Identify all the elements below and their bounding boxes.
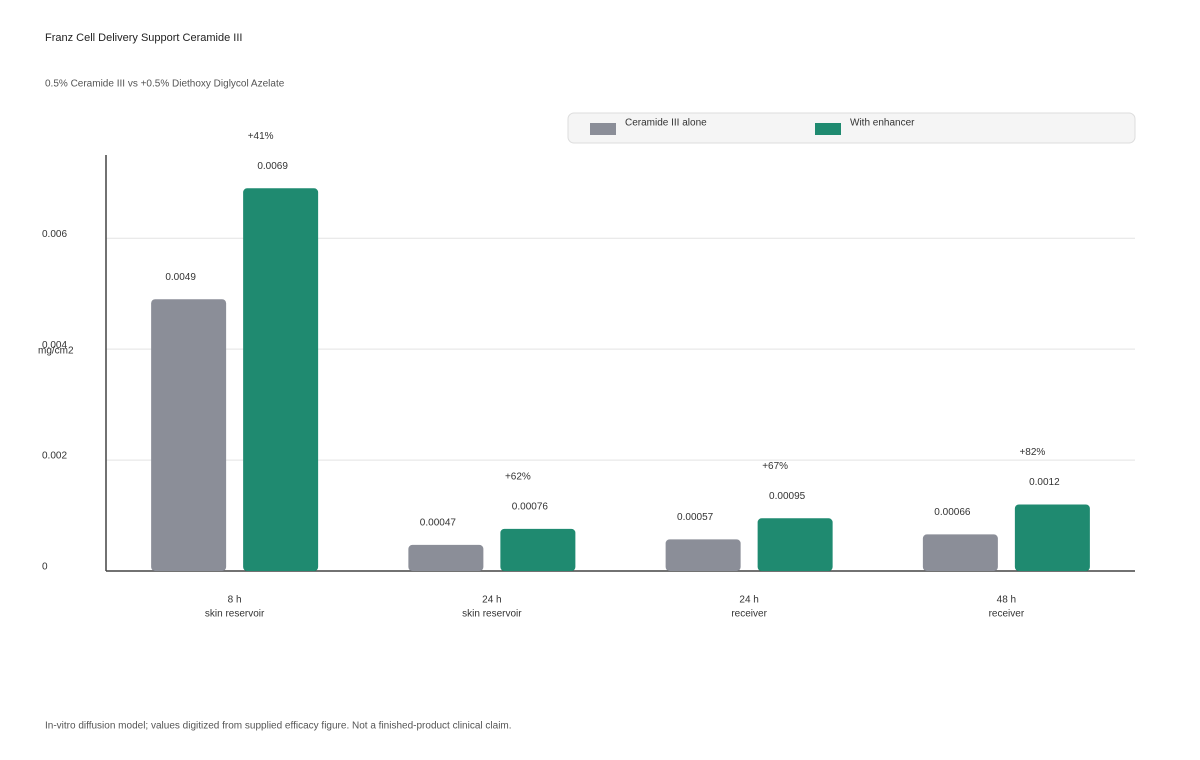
x-tick-label: skin reservoir	[205, 609, 265, 620]
legend-box	[567, 112, 1136, 144]
value-label: 0.00047	[420, 518, 457, 529]
legend-label: With enhancer	[850, 118, 915, 129]
legend-label: Ceramide III alone	[625, 118, 707, 129]
value-label: 0.00076	[512, 501, 549, 512]
x-tick-label: receiver	[731, 609, 767, 620]
value-label: 0.0069	[257, 161, 288, 172]
x-tick-label: skin reservoir	[462, 609, 522, 620]
bar	[500, 528, 576, 571]
y-tick-label: 0.004	[42, 340, 67, 351]
bar	[151, 299, 227, 571]
legend-swatch	[590, 123, 616, 135]
x-tick-label: 24 h	[739, 595, 758, 606]
y-tick-label: 0.006	[42, 229, 67, 240]
chart-title: Franz Cell Delivery Support Ceramide III	[45, 32, 242, 44]
bar	[757, 518, 833, 571]
value-label: 0.0012	[1029, 477, 1060, 488]
annotation: +82%	[1019, 447, 1045, 458]
y-tick-label: 0.002	[42, 451, 67, 462]
value-label: 0.00066	[934, 507, 971, 518]
bar	[922, 534, 998, 571]
chart-subtitle: 0.5% Ceramide III vs +0.5% Diethoxy Digl…	[45, 79, 285, 90]
bar	[243, 188, 319, 571]
y-axis-label: mg/cm2	[38, 346, 74, 357]
bar	[408, 544, 484, 571]
annotation: +67%	[762, 461, 788, 472]
bar	[1014, 504, 1090, 571]
x-tick-label: receiver	[989, 609, 1025, 620]
annotation: +62%	[505, 471, 531, 482]
annotation: +41%	[248, 131, 274, 142]
value-label: 0.0049	[165, 272, 196, 283]
bar	[665, 539, 741, 571]
x-tick-label: 24 h	[482, 595, 501, 606]
y-tick-label: 0	[42, 562, 48, 573]
x-tick-label: 8 h	[228, 595, 242, 606]
footnote: In-vitro diffusion model; values digitiz…	[45, 721, 512, 732]
x-tick-label: 48 h	[997, 595, 1016, 606]
value-label: 0.00057	[677, 512, 714, 523]
value-label: 0.00095	[769, 491, 806, 502]
legend-swatch	[815, 123, 841, 135]
